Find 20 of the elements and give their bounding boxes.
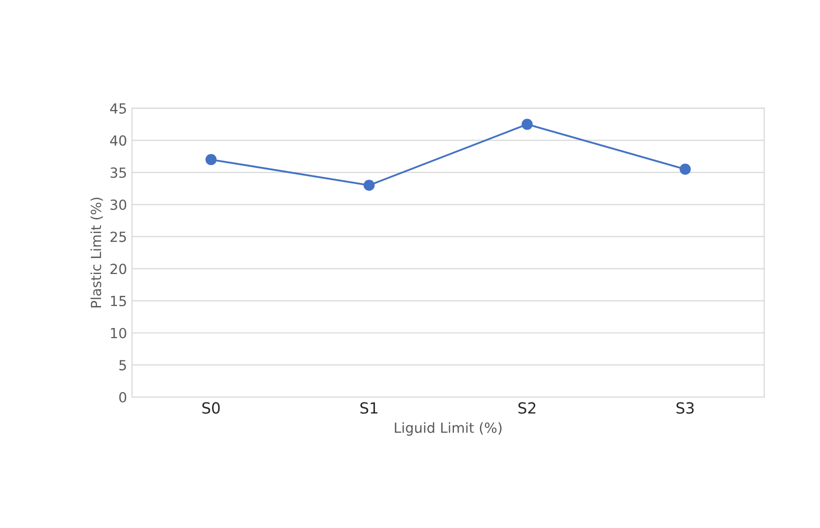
point bbox=[205, 154, 217, 166]
x-tick-label: S2 bbox=[518, 402, 536, 414]
y-tick-label: 20 bbox=[110, 264, 126, 274]
y-tick-label: 40 bbox=[110, 135, 126, 146]
y-axis-title: Plastic Limit (%) bbox=[90, 198, 103, 308]
x-tick-label: S3 bbox=[676, 402, 694, 414]
y-tick-label: 5 bbox=[119, 360, 126, 370]
point bbox=[364, 180, 375, 191]
x-tick-label: S0 bbox=[202, 402, 220, 414]
y-tick-label: 45 bbox=[110, 103, 126, 114]
point bbox=[522, 118, 533, 130]
y-tick-label: 25 bbox=[110, 232, 126, 242]
y-tick-label: 10 bbox=[111, 328, 126, 338]
y-tick-label: 30 bbox=[110, 199, 126, 210]
x-axis-title: Liguid Limit (%) bbox=[394, 422, 502, 436]
y-tick-label: 15 bbox=[111, 296, 126, 306]
y-tick-label: 0 bbox=[119, 392, 126, 403]
y-tick-label: 35 bbox=[110, 167, 126, 178]
x-tick-label: S1 bbox=[360, 402, 378, 414]
point bbox=[680, 164, 691, 175]
